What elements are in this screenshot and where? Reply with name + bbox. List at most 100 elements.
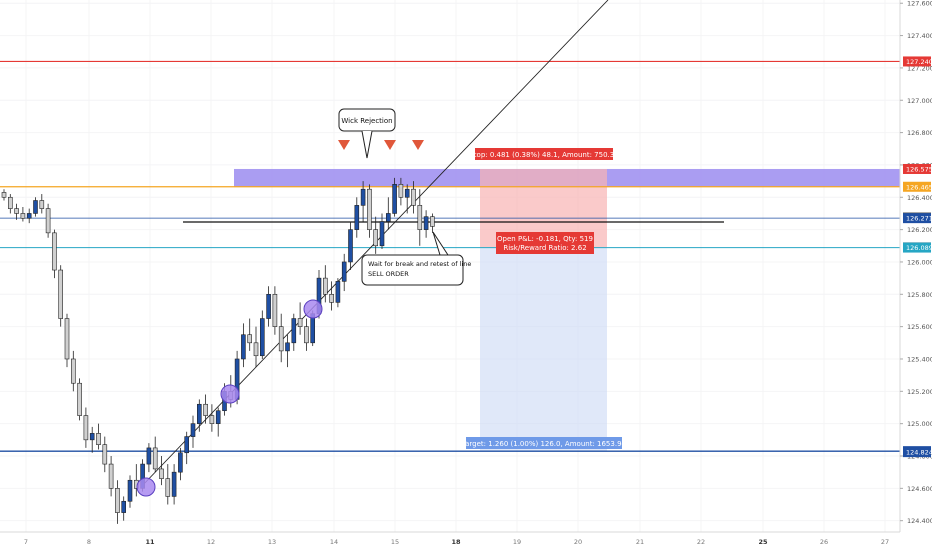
candle-body [152, 447, 158, 470]
candle-body [341, 261, 347, 282]
candle-body [266, 293, 271, 319]
candle-body [297, 318, 303, 327]
wait-callout [361, 254, 464, 286]
price-tag-bg [903, 447, 931, 458]
candle-body [322, 277, 328, 295]
wick-rejection-text: Wick Rejection [341, 117, 392, 125]
price-tag-bg [903, 163, 931, 174]
candle-body [197, 403, 202, 424]
touch-point-marker [220, 384, 240, 404]
candle-body [146, 447, 152, 465]
candlestick-series [1, 177, 435, 524]
x-tick-label: 19 [513, 538, 521, 546]
candle-body [253, 342, 259, 357]
candle-body [354, 205, 360, 230]
candle-body [8, 196, 13, 209]
y-tick-label: 127.200 [907, 64, 932, 72]
candle-body [203, 403, 208, 416]
candle-body [83, 415, 89, 441]
price-tag-label: 126.089 [906, 244, 932, 252]
touch-point-marker [303, 299, 323, 319]
x-tick-label: 26 [820, 538, 828, 546]
candle-body [102, 444, 108, 465]
price-tag-label: 124.824 [906, 449, 932, 457]
y-tick-label: 125.000 [907, 420, 932, 428]
candle-body [398, 184, 404, 198]
candle-body [335, 281, 341, 303]
candle-body [360, 188, 366, 206]
candle-body [33, 200, 38, 214]
y-tick-label: 124.400 [907, 517, 932, 525]
x-tick-label: 7 [24, 538, 28, 546]
candle-body [45, 208, 51, 234]
touch-point-marker [136, 477, 156, 497]
candle-body [178, 452, 183, 473]
candle-body [96, 433, 101, 445]
candle-body [190, 423, 196, 437]
y-tick-label: 126.000 [907, 258, 932, 266]
rejection-arrow [338, 140, 350, 150]
candle-body [215, 410, 221, 424]
candle-body [392, 184, 397, 214]
pnl-line2: Risk/Reward Ratio: 2.62 [503, 244, 586, 252]
candle-body [241, 334, 246, 360]
candle-body [108, 463, 114, 489]
candle-body [348, 229, 353, 263]
candle-body [278, 326, 284, 352]
candle-body [385, 213, 391, 222]
candle-body [285, 342, 290, 352]
candle-body [89, 433, 95, 441]
price-tag-bg [903, 181, 931, 192]
candle-body [39, 200, 45, 209]
x-tick-label: 12 [207, 538, 215, 546]
candle-body [184, 436, 189, 454]
candle-body [171, 471, 177, 497]
candle-body [367, 188, 372, 230]
x-tick-label: 27 [881, 538, 889, 546]
candle-body [411, 188, 416, 206]
wait-callout-pointer [432, 231, 449, 256]
candle-body [121, 500, 126, 513]
x-tick-label: 21 [636, 538, 644, 546]
candle-body [247, 334, 252, 344]
x-tick-label: 8 [87, 538, 91, 546]
x-tick-label: 20 [574, 538, 582, 546]
candle-body [209, 415, 215, 424]
candle-body [373, 229, 379, 247]
drawing-zones [234, 168, 900, 452]
candle-body [379, 221, 385, 247]
price-tag-label: 126.575 [906, 165, 932, 173]
annotations: Wick Rejection Wait for break and retest … [338, 108, 627, 449]
rejection-arrow [384, 140, 396, 150]
x-tick-label: 22 [697, 538, 705, 546]
y-tick-label: 127.000 [907, 97, 932, 105]
price-tag-label: 126.465 [906, 183, 932, 191]
candle-body [115, 488, 120, 513]
candle-body [404, 188, 410, 198]
price-tag-label: 127.240 [906, 58, 932, 66]
candle-body [329, 293, 334, 303]
y-tick-label: 126.800 [907, 129, 932, 137]
stop-label: Stop: 0.481 (0.38%) 48.1, Amount: 750.36 [469, 151, 619, 159]
price-tag-bg [903, 56, 931, 67]
touch-markers [136, 299, 323, 497]
rejection-arrow [412, 140, 424, 150]
x-tick-label: 25 [758, 538, 768, 546]
candle-body [58, 269, 64, 319]
x-tick-label: 11 [145, 538, 155, 546]
candle-body [64, 318, 70, 360]
price-tag-bg [903, 213, 931, 224]
candle-body [52, 232, 57, 271]
x-tick-label: 14 [330, 538, 338, 546]
wait-text-line1: Wait for break and retest of line [368, 260, 471, 268]
candle-body [159, 468, 164, 479]
candle-body [20, 213, 26, 219]
y-tick-label: 125.800 [907, 291, 932, 299]
x-tick-label: 15 [391, 538, 399, 546]
pnl-line1: Open P&L: -0.181, Qty: 519 [497, 235, 593, 243]
y-tick-label: 126.400 [907, 194, 932, 202]
y-tick-label: 125.600 [907, 323, 932, 331]
candle-body [77, 382, 82, 416]
